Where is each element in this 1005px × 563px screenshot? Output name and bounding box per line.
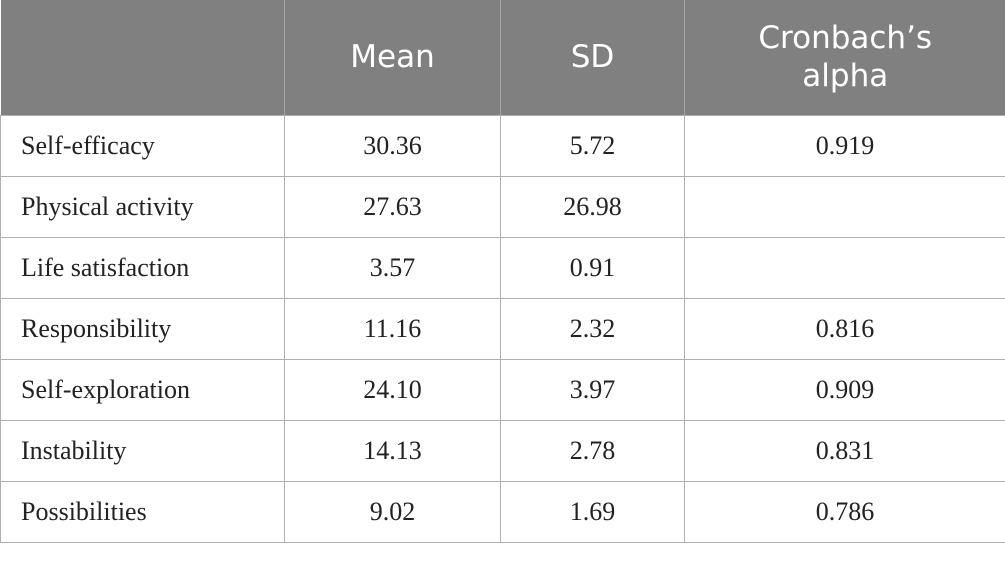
- row-label: Possibilities: [0, 481, 285, 543]
- cell-text: 9.02: [369, 497, 416, 526]
- cell-text: 0.816: [815, 314, 875, 343]
- value-cell: 0.909: [684, 359, 1005, 421]
- row-label: Instability: [0, 420, 285, 482]
- cell-text: 2.78: [569, 436, 616, 465]
- value-cell: 26.98: [500, 176, 685, 238]
- cell-text: Responsibility: [21, 314, 172, 343]
- value-cell: 11.16: [284, 298, 501, 360]
- value-cell: 0.91: [500, 237, 685, 299]
- table-row: Responsibility 11.16 2.32 0.816: [0, 298, 1005, 360]
- row-label: Life satisfaction: [0, 237, 285, 299]
- row-label: Self-efficacy: [0, 115, 285, 177]
- cell-text: 0.786: [815, 497, 875, 526]
- cell-text: 5.72: [569, 131, 616, 160]
- value-cell: 0.816: [684, 298, 1005, 360]
- table-row: Life satisfaction 3.57 0.91: [0, 237, 1005, 299]
- cell-text: 3.97: [569, 375, 616, 404]
- value-cell: 0.786: [684, 481, 1005, 543]
- value-cell: 0.831: [684, 420, 1005, 482]
- header-text: SD: [570, 38, 615, 75]
- header-cell: SD: [500, 0, 685, 116]
- value-cell: 0.919: [684, 115, 1005, 177]
- header-cell: Mean: [284, 0, 501, 116]
- cell-text: 30.36: [363, 131, 422, 160]
- cell-text: 1.69: [569, 497, 616, 526]
- cell-text: Life satisfaction: [21, 253, 190, 282]
- table-row: Instability 14.13 2.78 0.831: [0, 420, 1005, 482]
- cell-text: 24.10: [363, 375, 422, 404]
- table-row: Physical activity 27.63 26.98: [0, 176, 1005, 238]
- value-cell: 9.02: [284, 481, 501, 543]
- cell-text: Instability: [21, 436, 127, 465]
- cell-text: 11.16: [363, 314, 422, 343]
- table-row: Self-exploration 24.10 3.97 0.909: [0, 359, 1005, 421]
- value-cell: [684, 237, 1005, 299]
- value-cell: [684, 176, 1005, 238]
- row-label: Self-exploration: [0, 359, 285, 421]
- value-cell: 2.78: [500, 420, 685, 482]
- header-cell: Cronbach’s alpha: [684, 0, 1005, 116]
- cell-text: Possibilities: [21, 497, 147, 526]
- cell-text: 0.919: [815, 131, 875, 160]
- cell-text: Self-exploration: [21, 375, 190, 404]
- table-body: Self-efficacy 30.36 5.72 0.919 Physical acti…: [0, 115, 1005, 543]
- value-cell: 3.97: [500, 359, 685, 421]
- value-cell: 2.32: [500, 298, 685, 360]
- value-cell: 14.13: [284, 420, 501, 482]
- row-label: Responsibility: [0, 298, 285, 360]
- cell-text: Self-efficacy: [21, 131, 155, 160]
- header-row: Mean SD Cronbach’s alpha: [0, 0, 1005, 116]
- value-cell: 1.69: [500, 481, 685, 543]
- cell-text: 0.831: [815, 436, 875, 465]
- table-row: Self-efficacy 30.36 5.72 0.919: [0, 115, 1005, 177]
- value-cell: 24.10: [284, 359, 501, 421]
- value-cell: 30.36: [284, 115, 501, 177]
- row-label: Physical activity: [0, 176, 285, 238]
- cell-text: 3.57: [369, 253, 416, 282]
- cell-text: 26.98: [563, 192, 622, 221]
- header-text: Mean: [350, 38, 435, 75]
- cell-text: Physical activity: [21, 192, 194, 221]
- header-cell: [0, 0, 285, 116]
- cell-text: 2.32: [569, 314, 616, 343]
- cell-text: 0.909: [815, 375, 875, 404]
- value-cell: 3.57: [284, 237, 501, 299]
- value-cell: 5.72: [500, 115, 685, 177]
- data-table: Mean SD Cronbach’s alpha Self-efficacy 30.3…: [0, 0, 1005, 543]
- cell-text: 0.91: [569, 253, 616, 282]
- header-text: Cronbach’s alpha: [758, 20, 933, 94]
- cell-text: 27.63: [363, 192, 422, 221]
- cell-text: 14.13: [363, 436, 422, 465]
- value-cell: 27.63: [284, 176, 501, 238]
- table-row: Possibilities 9.02 1.69 0.786: [0, 481, 1005, 543]
